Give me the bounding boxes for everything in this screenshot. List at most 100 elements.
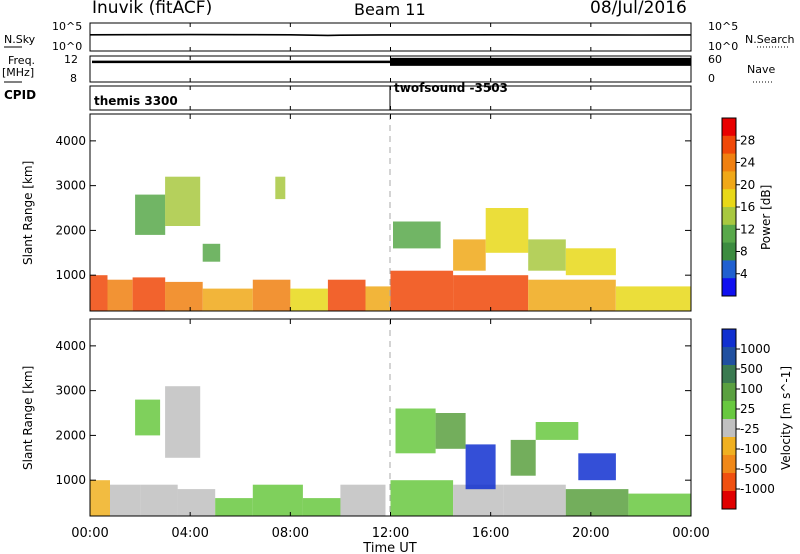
velocity-cell	[465, 444, 496, 490]
power-cell	[202, 288, 253, 311]
x-tick-label: 00:00	[71, 526, 108, 541]
velocity-cell	[90, 480, 110, 516]
velocity-cell	[390, 480, 454, 516]
power-cell	[135, 194, 166, 235]
power-cell	[165, 281, 203, 311]
velocity-colorbar-tick-label: -500	[740, 462, 767, 476]
velocity-colorbar: 1000 500 100 25 -25 -100 -500 -1000	[721, 328, 775, 510]
velocity-cell	[340, 484, 386, 516]
nsky-frame	[89, 22, 692, 52]
velocity-cell	[177, 489, 216, 516]
power-cell	[107, 279, 133, 311]
power-colorbar-tick-label: 8	[740, 245, 748, 259]
freq-series-marks	[92, 57, 691, 66]
power-cell	[365, 286, 391, 311]
velocity-panel: 1000 2000 3000 4000 Slant Range [km] 1000 50…	[21, 318, 793, 517]
power-cell	[132, 277, 166, 311]
velocity-colorbar-swatch	[722, 347, 736, 366]
power-cell	[453, 239, 486, 271]
power-cell	[202, 243, 221, 262]
nave-tick-bottom: 0	[708, 72, 715, 85]
cpid-segment-2: twofsound -3503	[394, 81, 508, 95]
velocity-cell	[135, 399, 161, 436]
power-colorbar-swatch	[722, 207, 736, 226]
velocity-cell	[165, 386, 201, 458]
power-panel: 1000 2000 3000 4000 Slant Range [km] 4 8 12 16…	[21, 113, 773, 312]
power-colorbar: 4 8 12 16 20 24 28	[721, 117, 755, 297]
power-cell	[453, 275, 529, 311]
velocity-colorbar-label: Velocity [m s^-1]	[779, 366, 793, 470]
velocity-colorbar-swatch	[722, 329, 736, 348]
velocity-colorbar-swatch	[722, 365, 736, 384]
power-colorbar-swatch	[722, 260, 736, 279]
nsearch-label: N.Search	[745, 33, 795, 46]
velocity-colorbar-tick-label: -25	[740, 422, 760, 436]
nave-tick-top: 60	[708, 53, 722, 66]
velocity-y-axis-label: Slant Range [km]	[21, 366, 35, 470]
x-tick-label: 04:00	[171, 526, 208, 541]
power-colorbar-tick-label: 12	[740, 222, 755, 236]
power-cell	[615, 286, 691, 311]
velocity-scatter	[90, 386, 691, 516]
velocity-cell	[503, 484, 566, 516]
velocity-colorbar-swatch	[722, 383, 736, 402]
velocity-colorbar-swatch	[722, 491, 736, 510]
power-cell	[90, 275, 108, 311]
freq-label: Freq.	[8, 54, 35, 67]
velocity-cell	[628, 493, 691, 516]
power-colorbar-swatch	[722, 278, 736, 297]
velocity-ytick-label: 2000	[55, 428, 86, 442]
freq-unit-label: [MHz]	[2, 66, 34, 79]
x-tick-label: 20:00	[572, 526, 609, 541]
velocity-cell	[140, 484, 178, 516]
velocity-colorbar-frame	[721, 328, 737, 510]
nsky-label: N.Sky	[4, 33, 36, 46]
power-cell	[565, 248, 616, 276]
velocity-ytick-label: 4000	[55, 339, 86, 353]
power-cell	[528, 279, 616, 311]
cpid-segment-1: themis 3300	[94, 94, 178, 108]
power-scatter	[90, 176, 691, 311]
power-cell	[390, 270, 454, 311]
velocity-colorbar-swatch	[722, 419, 736, 438]
velocity-colorbar-tick-label: -1000	[740, 482, 775, 496]
power-colorbar-swatch	[722, 135, 736, 155]
nsky-tick-top: 10^5	[52, 20, 82, 33]
velocity-cell	[435, 413, 466, 449]
power-colorbar-swatch	[722, 189, 736, 208]
velocity-cell	[302, 498, 341, 516]
x-axis-ticks: 00:00 04:00 08:00 12:00 16:00 20:00 00:00	[71, 23, 710, 541]
nsky-series-line	[89, 33, 692, 37]
velocity-cell	[565, 489, 629, 516]
freq-tick-top: 12	[64, 53, 78, 66]
power-cell	[393, 221, 441, 249]
power-colorbar-swatch	[722, 118, 736, 137]
power-cell	[165, 176, 201, 226]
x-tick-label: 12:00	[372, 526, 409, 541]
power-y-ticks: 1000 2000 3000 4000	[55, 134, 691, 282]
velocity-colorbar-swatch	[722, 473, 736, 492]
velocity-colorbar-tick-label: 100	[740, 382, 763, 396]
velocity-colorbar-tick-label: 25	[740, 402, 755, 416]
x-axis-label: Time UT	[362, 541, 416, 554]
velocity-cell	[510, 439, 536, 476]
nsky-panel: N.Sky 10^5 10^0 10^5 10^0 N.Search	[4, 20, 795, 53]
power-colorbar-swatch	[722, 242, 736, 261]
power-colorbar-tick-label: 20	[740, 178, 755, 192]
power-ytick-label: 2000	[55, 223, 86, 237]
power-colorbar-swatch	[722, 171, 736, 190]
velocity-ytick-label: 1000	[55, 473, 86, 487]
nsearch-tick-bottom: 10^0	[708, 40, 738, 53]
x-tick-label: 16:00	[472, 526, 509, 541]
velocity-cell	[453, 484, 504, 516]
power-colorbar-tick-label: 16	[740, 200, 755, 214]
power-cell	[290, 288, 328, 311]
power-cell	[485, 208, 529, 253]
power-ytick-label: 4000	[55, 134, 86, 148]
power-colorbar-tick-label: 4	[740, 267, 748, 281]
velocity-colorbar-tick-label: 500	[740, 362, 763, 376]
velocity-colorbar-swatch	[722, 455, 736, 474]
beam-title: Beam 11	[354, 0, 426, 19]
velocity-cell	[110, 484, 141, 516]
